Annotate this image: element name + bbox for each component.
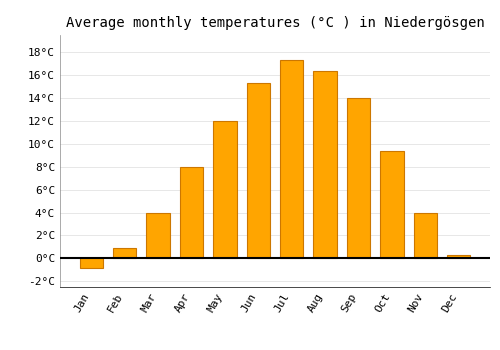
Bar [280, 60, 303, 258]
Title: Average monthly temperatures (°C ) in Niedergösgen: Average monthly temperatures (°C ) in Ni… [66, 16, 484, 30]
Bar [213, 121, 236, 258]
Bar [380, 151, 404, 258]
Bar [146, 212, 170, 258]
Bar [180, 167, 203, 258]
Bar [80, 258, 103, 267]
Bar [314, 70, 337, 258]
Bar [347, 98, 370, 258]
Bar [113, 248, 136, 258]
Bar [414, 212, 437, 258]
Bar [447, 255, 470, 258]
Bar [246, 83, 270, 258]
